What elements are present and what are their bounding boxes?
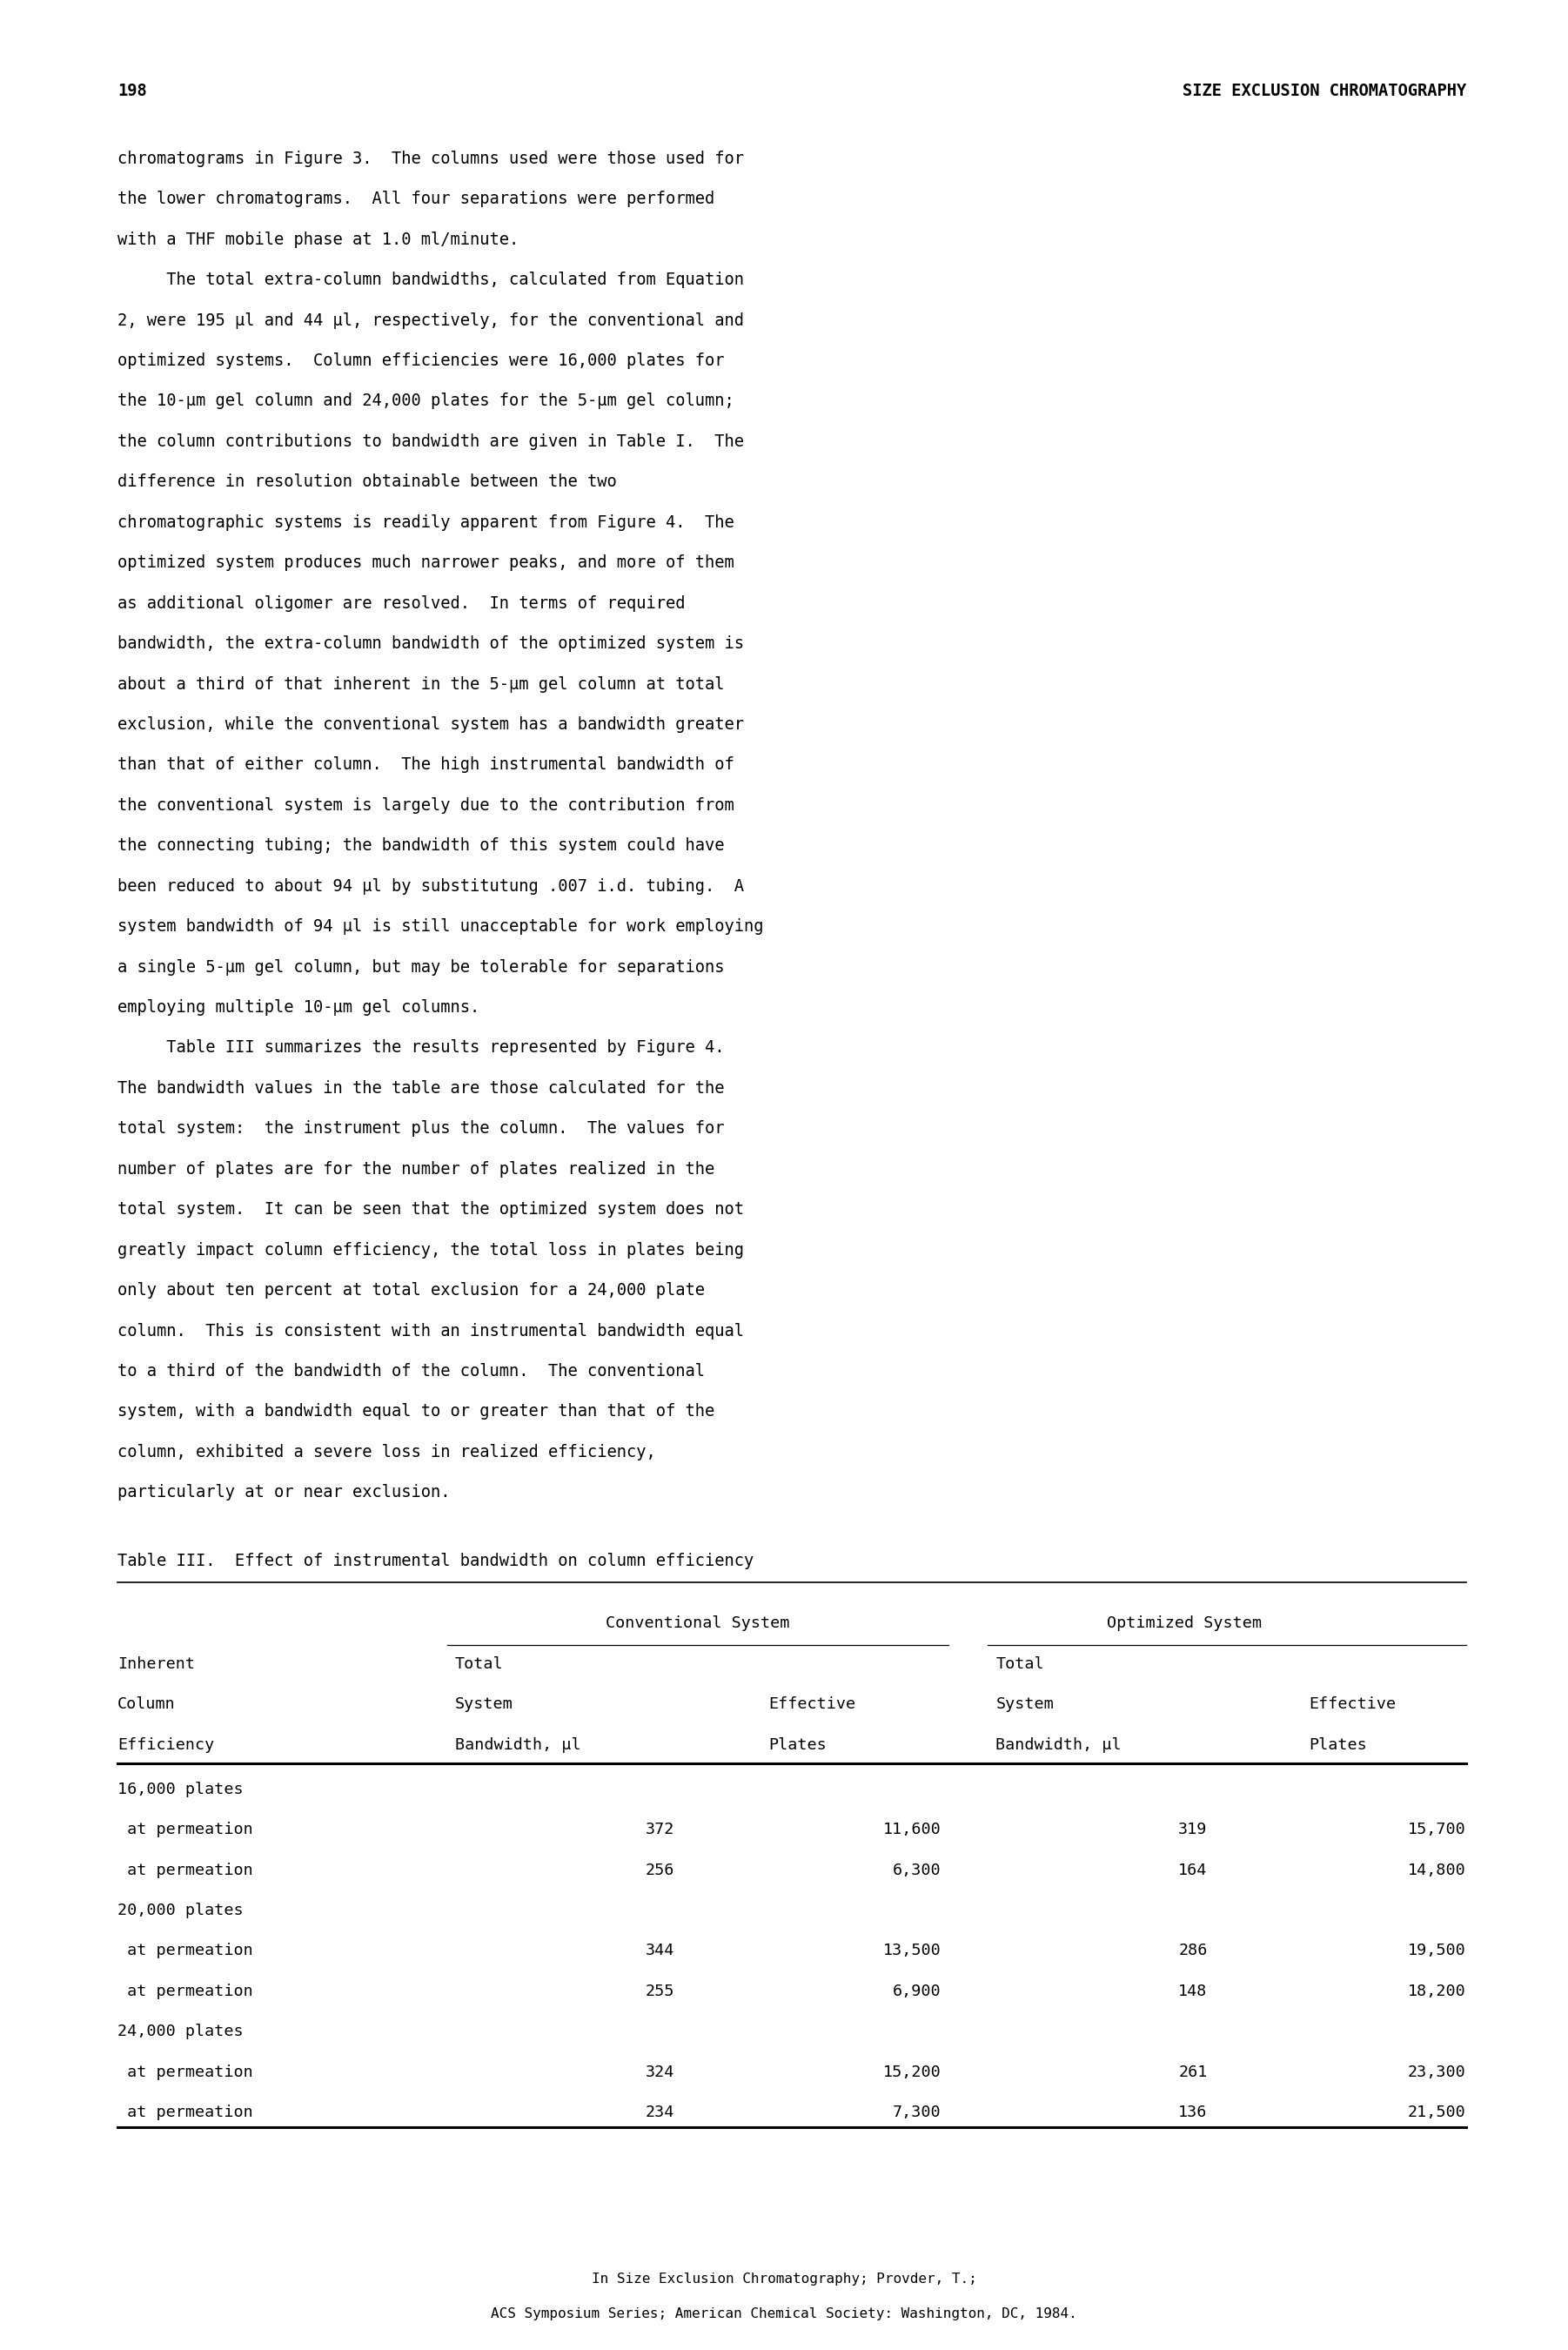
Text: Total: Total	[455, 1657, 503, 1671]
Text: Plates: Plates	[1309, 1737, 1367, 1753]
Text: 6,900: 6,900	[892, 1983, 941, 2000]
Text: 19,500: 19,500	[1408, 1943, 1466, 1958]
Text: 344: 344	[644, 1943, 674, 1958]
Text: than that of either column.  The high instrumental bandwidth of: than that of either column. The high ins…	[118, 757, 734, 773]
Text: chromatograms in Figure 3.  The columns used were those used for: chromatograms in Figure 3. The columns u…	[118, 150, 745, 167]
Text: Bandwidth, μl: Bandwidth, μl	[455, 1737, 580, 1753]
Text: 23,300: 23,300	[1408, 2063, 1466, 2080]
Text: at permeation: at permeation	[118, 1983, 252, 2000]
Text: ACS Symposium Series; American Chemical Society: Washington, DC, 1984.: ACS Symposium Series; American Chemical …	[491, 2308, 1077, 2322]
Text: the conventional system is largely due to the contribution from: the conventional system is largely due t…	[118, 797, 734, 813]
Text: Total: Total	[996, 1657, 1044, 1671]
Text: Bandwidth, μl: Bandwidth, μl	[996, 1737, 1121, 1753]
Text: 15,700: 15,700	[1408, 1821, 1466, 1838]
Text: 14,800: 14,800	[1408, 1861, 1466, 1878]
Text: exclusion, while the conventional system has a bandwidth greater: exclusion, while the conventional system…	[118, 717, 745, 733]
Text: system, with a bandwidth equal to or greater than that of the: system, with a bandwidth equal to or gre…	[118, 1403, 715, 1419]
Text: at permeation: at permeation	[118, 1821, 252, 1838]
Text: 261: 261	[1178, 2063, 1207, 2080]
Text: 11,600: 11,600	[883, 1821, 941, 1838]
Text: total system:  the instrument plus the column.  The values for: total system: the instrument plus the co…	[118, 1121, 724, 1137]
Text: System: System	[996, 1697, 1054, 1713]
Text: 256: 256	[644, 1861, 674, 1878]
Text: been reduced to about 94 μl by substitutung .007 i.d. tubing.  A: been reduced to about 94 μl by substitut…	[118, 879, 745, 895]
Text: 24,000 plates: 24,000 plates	[118, 2023, 243, 2040]
Text: about a third of that inherent in the 5-μm gel column at total: about a third of that inherent in the 5-…	[118, 677, 724, 693]
Text: SIZE EXCLUSION CHROMATOGRAPHY: SIZE EXCLUSION CHROMATOGRAPHY	[1182, 82, 1466, 99]
Text: particularly at or near exclusion.: particularly at or near exclusion.	[118, 1485, 450, 1502]
Text: the connecting tubing; the bandwidth of this system could have: the connecting tubing; the bandwidth of …	[118, 837, 724, 853]
Text: Table III.  Effect of instrumental bandwidth on column efficiency: Table III. Effect of instrumental bandwi…	[118, 1553, 754, 1570]
Text: Table III summarizes the results represented by Figure 4.: Table III summarizes the results represe…	[118, 1039, 724, 1055]
Text: 286: 286	[1178, 1943, 1207, 1958]
Text: at permeation: at permeation	[118, 2063, 252, 2080]
Text: 20,000 plates: 20,000 plates	[118, 1904, 243, 1918]
Text: greatly impact column efficiency, the total loss in plates being: greatly impact column efficiency, the to…	[118, 1241, 745, 1257]
Text: Conventional System: Conventional System	[605, 1614, 790, 1631]
Text: optimized systems.  Column efficiencies were 16,000 plates for: optimized systems. Column efficiencies w…	[118, 352, 724, 369]
Text: Optimized System: Optimized System	[1107, 1614, 1261, 1631]
Text: number of plates are for the number of plates realized in the: number of plates are for the number of p…	[118, 1161, 715, 1177]
Text: 2, were 195 μl and 44 μl, respectively, for the conventional and: 2, were 195 μl and 44 μl, respectively, …	[118, 313, 745, 329]
Text: Efficiency: Efficiency	[118, 1737, 215, 1753]
Text: 18,200: 18,200	[1408, 1983, 1466, 2000]
Text: 6,300: 6,300	[892, 1861, 941, 1878]
Text: employing multiple 10-μm gel columns.: employing multiple 10-μm gel columns.	[118, 999, 480, 1015]
Text: 136: 136	[1178, 2106, 1207, 2120]
Text: 15,200: 15,200	[883, 2063, 941, 2080]
Text: chromatographic systems is readily apparent from Figure 4.  The: chromatographic systems is readily appar…	[118, 515, 734, 531]
Text: at permeation: at permeation	[118, 1861, 252, 1878]
Text: the column contributions to bandwidth are given in Table I.  The: the column contributions to bandwidth ar…	[118, 432, 745, 449]
Text: System: System	[455, 1697, 513, 1713]
Text: In Size Exclusion Chromatography; Provder, T.;: In Size Exclusion Chromatography; Provde…	[591, 2272, 977, 2287]
Text: 164: 164	[1178, 1861, 1207, 1878]
Text: Column: Column	[118, 1697, 176, 1713]
Text: the lower chromatograms.  All four separations were performed: the lower chromatograms. All four separa…	[118, 190, 715, 207]
Text: system bandwidth of 94 μl is still unacceptable for work employing: system bandwidth of 94 μl is still unacc…	[118, 919, 764, 935]
Text: a single 5-μm gel column, but may be tolerable for separations: a single 5-μm gel column, but may be tol…	[118, 959, 724, 975]
Text: bandwidth, the extra-column bandwidth of the optimized system is: bandwidth, the extra-column bandwidth of…	[118, 634, 745, 651]
Text: column, exhibited a severe loss in realized efficiency,: column, exhibited a severe loss in reali…	[118, 1443, 655, 1459]
Text: The bandwidth values in the table are those calculated for the: The bandwidth values in the table are th…	[118, 1081, 724, 1097]
Text: 13,500: 13,500	[883, 1943, 941, 1958]
Text: as additional oligomer are resolved.  In terms of required: as additional oligomer are resolved. In …	[118, 595, 685, 611]
Text: 21,500: 21,500	[1408, 2106, 1466, 2120]
Text: column.  This is consistent with an instrumental bandwidth equal: column. This is consistent with an instr…	[118, 1323, 745, 1340]
Text: total system.  It can be seen that the optimized system does not: total system. It can be seen that the op…	[118, 1201, 745, 1217]
Text: Effective: Effective	[1309, 1697, 1397, 1713]
Text: the 10-μm gel column and 24,000 plates for the 5-μm gel column;: the 10-μm gel column and 24,000 plates f…	[118, 392, 734, 409]
Text: to a third of the bandwidth of the column.  The conventional: to a third of the bandwidth of the colum…	[118, 1363, 706, 1379]
Text: 16,000 plates: 16,000 plates	[118, 1781, 243, 1798]
Text: 255: 255	[644, 1983, 674, 2000]
Text: at permeation: at permeation	[118, 2106, 252, 2120]
Text: Plates: Plates	[768, 1737, 826, 1753]
Text: 7,300: 7,300	[892, 2106, 941, 2120]
Text: 372: 372	[644, 1821, 674, 1838]
Text: at permeation: at permeation	[118, 1943, 252, 1958]
Text: The total extra-column bandwidths, calculated from Equation: The total extra-column bandwidths, calcu…	[118, 273, 745, 289]
Text: Inherent: Inherent	[118, 1657, 194, 1671]
Text: 198: 198	[118, 82, 147, 99]
Text: 319: 319	[1178, 1821, 1207, 1838]
Text: only about ten percent at total exclusion for a 24,000 plate: only about ten percent at total exclusio…	[118, 1283, 706, 1300]
Text: with a THF mobile phase at 1.0 ml/minute.: with a THF mobile phase at 1.0 ml/minute…	[118, 230, 519, 247]
Text: optimized system produces much narrower peaks, and more of them: optimized system produces much narrower …	[118, 555, 734, 571]
Text: 148: 148	[1178, 1983, 1207, 2000]
Text: difference in resolution obtainable between the two: difference in resolution obtainable betw…	[118, 475, 616, 491]
Text: Effective: Effective	[768, 1697, 856, 1713]
Text: 324: 324	[644, 2063, 674, 2080]
Text: 234: 234	[644, 2106, 674, 2120]
